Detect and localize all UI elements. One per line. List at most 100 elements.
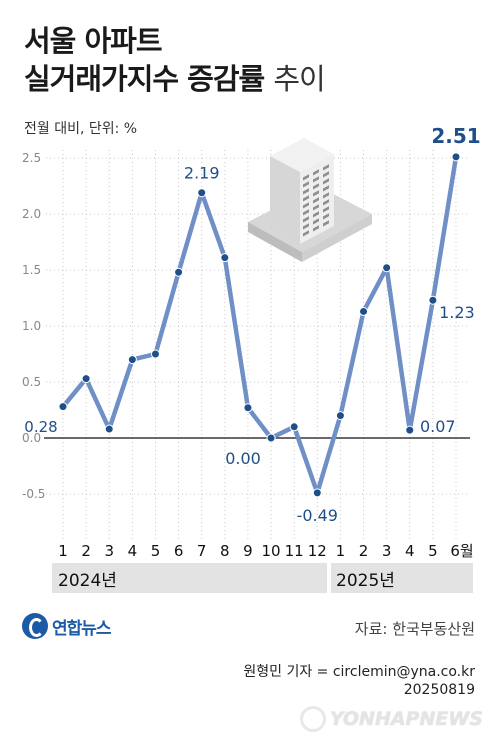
building-window [323, 199, 329, 206]
building-window [323, 178, 329, 185]
building-window [303, 223, 309, 230]
building-window [303, 195, 309, 202]
data-point [220, 253, 230, 263]
x-tick-label: 5 [428, 542, 438, 560]
data-label: -0.49 [297, 506, 338, 525]
data-point [243, 403, 253, 413]
building-base-left [248, 222, 302, 262]
data-label: 2.51 [431, 124, 480, 148]
data-point [335, 411, 345, 421]
x-tick-label: 6월 [450, 542, 473, 560]
y-tick-label: 2.5 [22, 151, 41, 165]
building-window [303, 216, 309, 223]
data-point [81, 374, 91, 384]
title-line-2-light: 추이 [273, 62, 325, 96]
year-label-2025: 2025년 [336, 571, 395, 591]
building-side-left [270, 156, 300, 244]
data-label: 0.00 [225, 449, 261, 468]
building-window [313, 176, 319, 183]
data-label: 0.28 [24, 418, 57, 436]
building-window [313, 169, 319, 176]
credit-author: 원형민 기자 = circlemin@yna.co.kr [243, 664, 475, 680]
building-window [303, 202, 309, 209]
chart-title: 서울 아파트 실거래가지수 증감률 추이 [24, 22, 326, 98]
building-window [323, 164, 329, 171]
building-window [303, 209, 309, 216]
yonhap-logo: 연합뉴스 [22, 613, 112, 639]
data-point [174, 267, 184, 277]
data-point [428, 295, 438, 305]
building-window [323, 192, 329, 199]
data-point [359, 306, 369, 316]
x-tick-label: 7 [197, 542, 207, 560]
data-point [405, 425, 415, 435]
x-tick-label: 4 [405, 542, 415, 560]
year-label-2024: 2024년 [58, 571, 117, 591]
building-window [313, 190, 319, 197]
y-tick-label: 1.0 [22, 319, 41, 333]
data-point [58, 402, 68, 412]
building-window [323, 171, 329, 178]
data-point [382, 263, 392, 273]
year-bar-2024 [52, 563, 327, 593]
x-tick-label: 9 [243, 542, 253, 560]
data-point [266, 433, 276, 443]
building-window [313, 225, 319, 232]
x-tick-label: 10 [262, 542, 281, 560]
x-tick-label: 6 [174, 542, 184, 560]
x-tick-label: 5 [151, 542, 161, 560]
watermark: YONHAPNEWS [299, 706, 483, 732]
title-line-1: 서울 아파트 [24, 24, 162, 58]
building-roof [270, 138, 334, 172]
y-tick-label: 0.5 [22, 375, 41, 389]
building-window [313, 204, 319, 211]
watermark-logo-icon [299, 706, 326, 732]
credit-date: 20250819 [403, 682, 475, 698]
x-tick-label: 1 [336, 542, 346, 560]
y-tick-label: 1.5 [22, 263, 41, 277]
x-tick-label: 11 [285, 542, 304, 560]
data-point [127, 355, 137, 365]
building-window [313, 183, 319, 190]
y-tick-label: 2.0 [22, 207, 41, 221]
x-tick-label: 2 [81, 542, 91, 560]
data-point [451, 152, 461, 162]
building-window [313, 218, 319, 225]
watermark-text: YONHAPNEWS [329, 708, 483, 730]
building-window [303, 188, 309, 195]
title-line-2-bold: 실거래가지수 증감률 [24, 62, 265, 96]
x-tick-label: 12 [308, 542, 327, 560]
title-line-2: 실거래가지수 증감률 추이 [24, 60, 326, 98]
building-window [323, 220, 329, 227]
unit-label: 전월 대비, 단위: % [24, 121, 138, 137]
source-text: 자료: 한국부동산원 [354, 620, 475, 638]
data-point [197, 188, 207, 198]
x-tick-label: 1 [58, 542, 68, 560]
x-tick-label: 8 [220, 542, 230, 560]
series-line [61, 156, 459, 496]
building-window [303, 181, 309, 188]
data-point [312, 488, 322, 498]
y-tick-label: -0.5 [22, 487, 45, 501]
data-point [289, 422, 299, 432]
credit: 원형민 기자 = circlemin@yna.co.kr 20250819 [243, 663, 475, 699]
x-tick-label: 4 [128, 542, 138, 560]
yonhap-logo-text: 연합뉴스 [52, 618, 112, 639]
x-tick-label: 3 [382, 542, 392, 560]
data-label: 1.23 [439, 303, 475, 322]
apartment-building-icon [248, 138, 372, 262]
line-chart: 2.5 2.0 1.5 1.0 0.5 0.0 -0.5 0.28 2.19 0.00 -0.49 0… [22, 124, 481, 560]
data-label: 0.07 [420, 417, 456, 436]
building-window [323, 213, 329, 220]
building-window [303, 174, 309, 181]
x-tick-label: 3 [104, 542, 114, 560]
data-label: 2.19 [184, 164, 220, 183]
y-tick-label: 0.0 [22, 431, 41, 445]
data-point [150, 349, 160, 359]
data-point [104, 424, 114, 434]
building-window [313, 197, 319, 204]
building-window [303, 230, 309, 237]
building-window [313, 211, 319, 218]
x-tick-label: 2 [359, 542, 369, 560]
yonhap-logo-icon [22, 613, 48, 639]
